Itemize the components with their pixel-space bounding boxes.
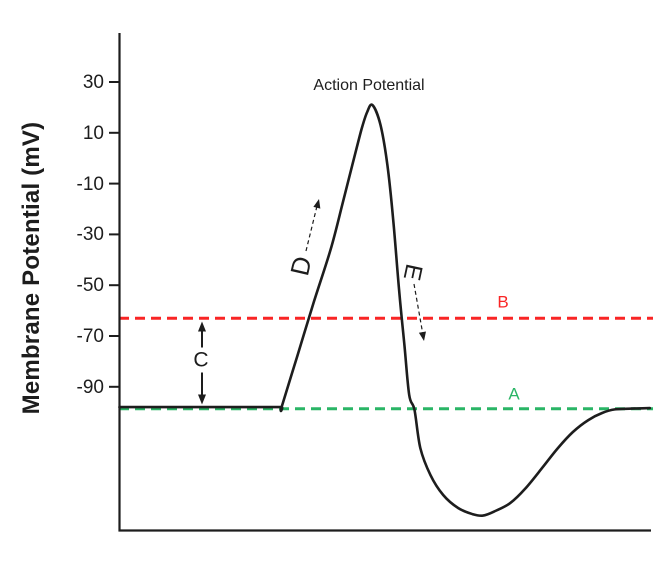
action-potential-curve bbox=[118, 103, 652, 518]
downstroke-arrow bbox=[413, 283, 424, 336]
upstroke-arrowhead bbox=[313, 199, 321, 209]
y-tick-label: -50 bbox=[76, 275, 104, 297]
downstroke-arrowhead bbox=[418, 331, 426, 341]
span-marker-label: C bbox=[188, 347, 214, 373]
threshold-line-label: B bbox=[497, 292, 509, 312]
chart-title-annotation: Action Potential bbox=[313, 77, 425, 94]
y-tick-label: -30 bbox=[76, 224, 104, 246]
y-axis-title: Membrane Potential (mV) bbox=[18, 121, 45, 415]
y-tick-label: 10 bbox=[82, 122, 104, 144]
upstroke-arrow bbox=[305, 203, 319, 252]
span-arrowhead-top bbox=[198, 321, 206, 332]
resting-line-label: A bbox=[508, 384, 520, 404]
y-tick-label: -10 bbox=[76, 173, 104, 195]
y-tick-label: 30 bbox=[82, 72, 104, 93]
y-tick-label: -90 bbox=[76, 376, 104, 398]
span-arrowhead-bottom bbox=[198, 394, 206, 405]
y-tick-label: -70 bbox=[76, 326, 104, 347]
